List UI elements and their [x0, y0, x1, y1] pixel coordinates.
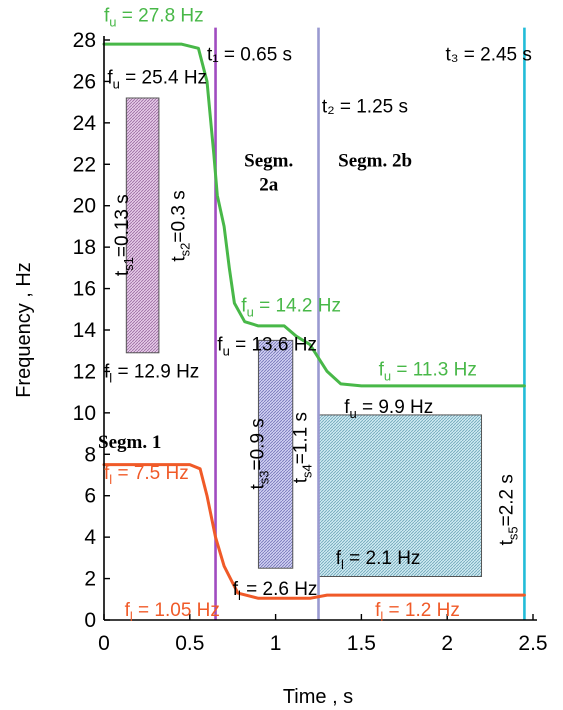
time-window-rects [125, 97, 483, 577]
y-tick-label: 18 [73, 236, 96, 259]
y-tick-label: 16 [73, 278, 96, 301]
x-tick-label: 1.5 [347, 632, 376, 655]
y-axis-label: Frequency , Hz [13, 262, 35, 398]
chart-annotation: fl = 12.9 Hz [104, 362, 199, 386]
time-window-rect [125, 97, 160, 354]
frequency-series [102, 42, 526, 600]
y-tick-label: 0 [84, 609, 96, 632]
y-tick-label: 4 [84, 526, 96, 549]
y-tick-label: 8 [84, 443, 96, 466]
y-tick-label: 12 [73, 360, 96, 383]
time-window-rect [318, 414, 483, 577]
chart-annotation: fl = 2.6 Hz [233, 579, 318, 603]
chart-annotation: fl = 2.1 Hz [336, 548, 421, 572]
time-window-rect [257, 339, 294, 569]
y-tick-label: 28 [73, 29, 96, 52]
chart-annotation: fl = 7.5 Hz [104, 463, 189, 487]
x-axis-label: Time , s [283, 686, 353, 708]
y-tick-label: 10 [73, 402, 96, 425]
chart-annotation: fu = 27.8 Hz [104, 5, 204, 29]
chart-annotation: fu = 13.6 Hz [217, 335, 317, 359]
chart-annotation: fu = 11.3 Hz [379, 360, 477, 384]
chart-annotation: fu = 25.4 Hz [107, 68, 207, 92]
y-tick-label: 2 [84, 568, 96, 591]
chart-annotation: ts1=0.13 s [112, 194, 136, 276]
time-marker-label: t₂ = 1.25 s [322, 97, 408, 118]
chart-annotation: ts4=1.1 s [291, 412, 315, 483]
chart-annotation: fu = 14.2 Hz [241, 295, 341, 319]
x-tick-label: 0.5 [175, 632, 204, 655]
x-tick-label: 0 [98, 632, 110, 655]
frequency-series-line [102, 463, 526, 600]
time-marker-label: t₁ = 0.65 s [207, 45, 292, 66]
chart-annotation: ts2=0.3 s [169, 190, 193, 261]
y-tick-label: 22 [73, 153, 96, 176]
chart-annotation: fu = 9.9 Hz [344, 397, 433, 421]
y-tick-label: 14 [73, 319, 97, 342]
frequency-series-line [102, 42, 526, 388]
chart-annotation: ts3=0.9 s [248, 418, 272, 489]
segment-label: Segm. 2b [338, 150, 412, 171]
chart-annotation: ts5=2.2 s [496, 474, 520, 545]
annotations: t₁ = 0.65 s t₂ = 1.25 s t₃ = 2.45 s fu = 27… [98, 5, 532, 624]
y-tick-label: 24 [73, 112, 97, 135]
time-marker-label: t₃ = 2.45 s [445, 45, 531, 66]
time-markers [214, 27, 526, 620]
x-tick-label: 2.5 [518, 632, 547, 655]
y-tick-label: 20 [73, 195, 96, 218]
x-tick-label: 1 [270, 632, 282, 655]
y-tick-label: 26 [73, 70, 96, 93]
chart-annotation: fl = 1.05 Hz [125, 600, 220, 624]
chart-annotation: fl = 1.2 Hz [375, 600, 460, 624]
segment-label: Segm. 2a [244, 150, 293, 195]
x-tick-label: 2 [441, 632, 453, 655]
y-tick-label: 6 [84, 485, 96, 508]
segment-label: Segm. 1 [98, 432, 161, 453]
